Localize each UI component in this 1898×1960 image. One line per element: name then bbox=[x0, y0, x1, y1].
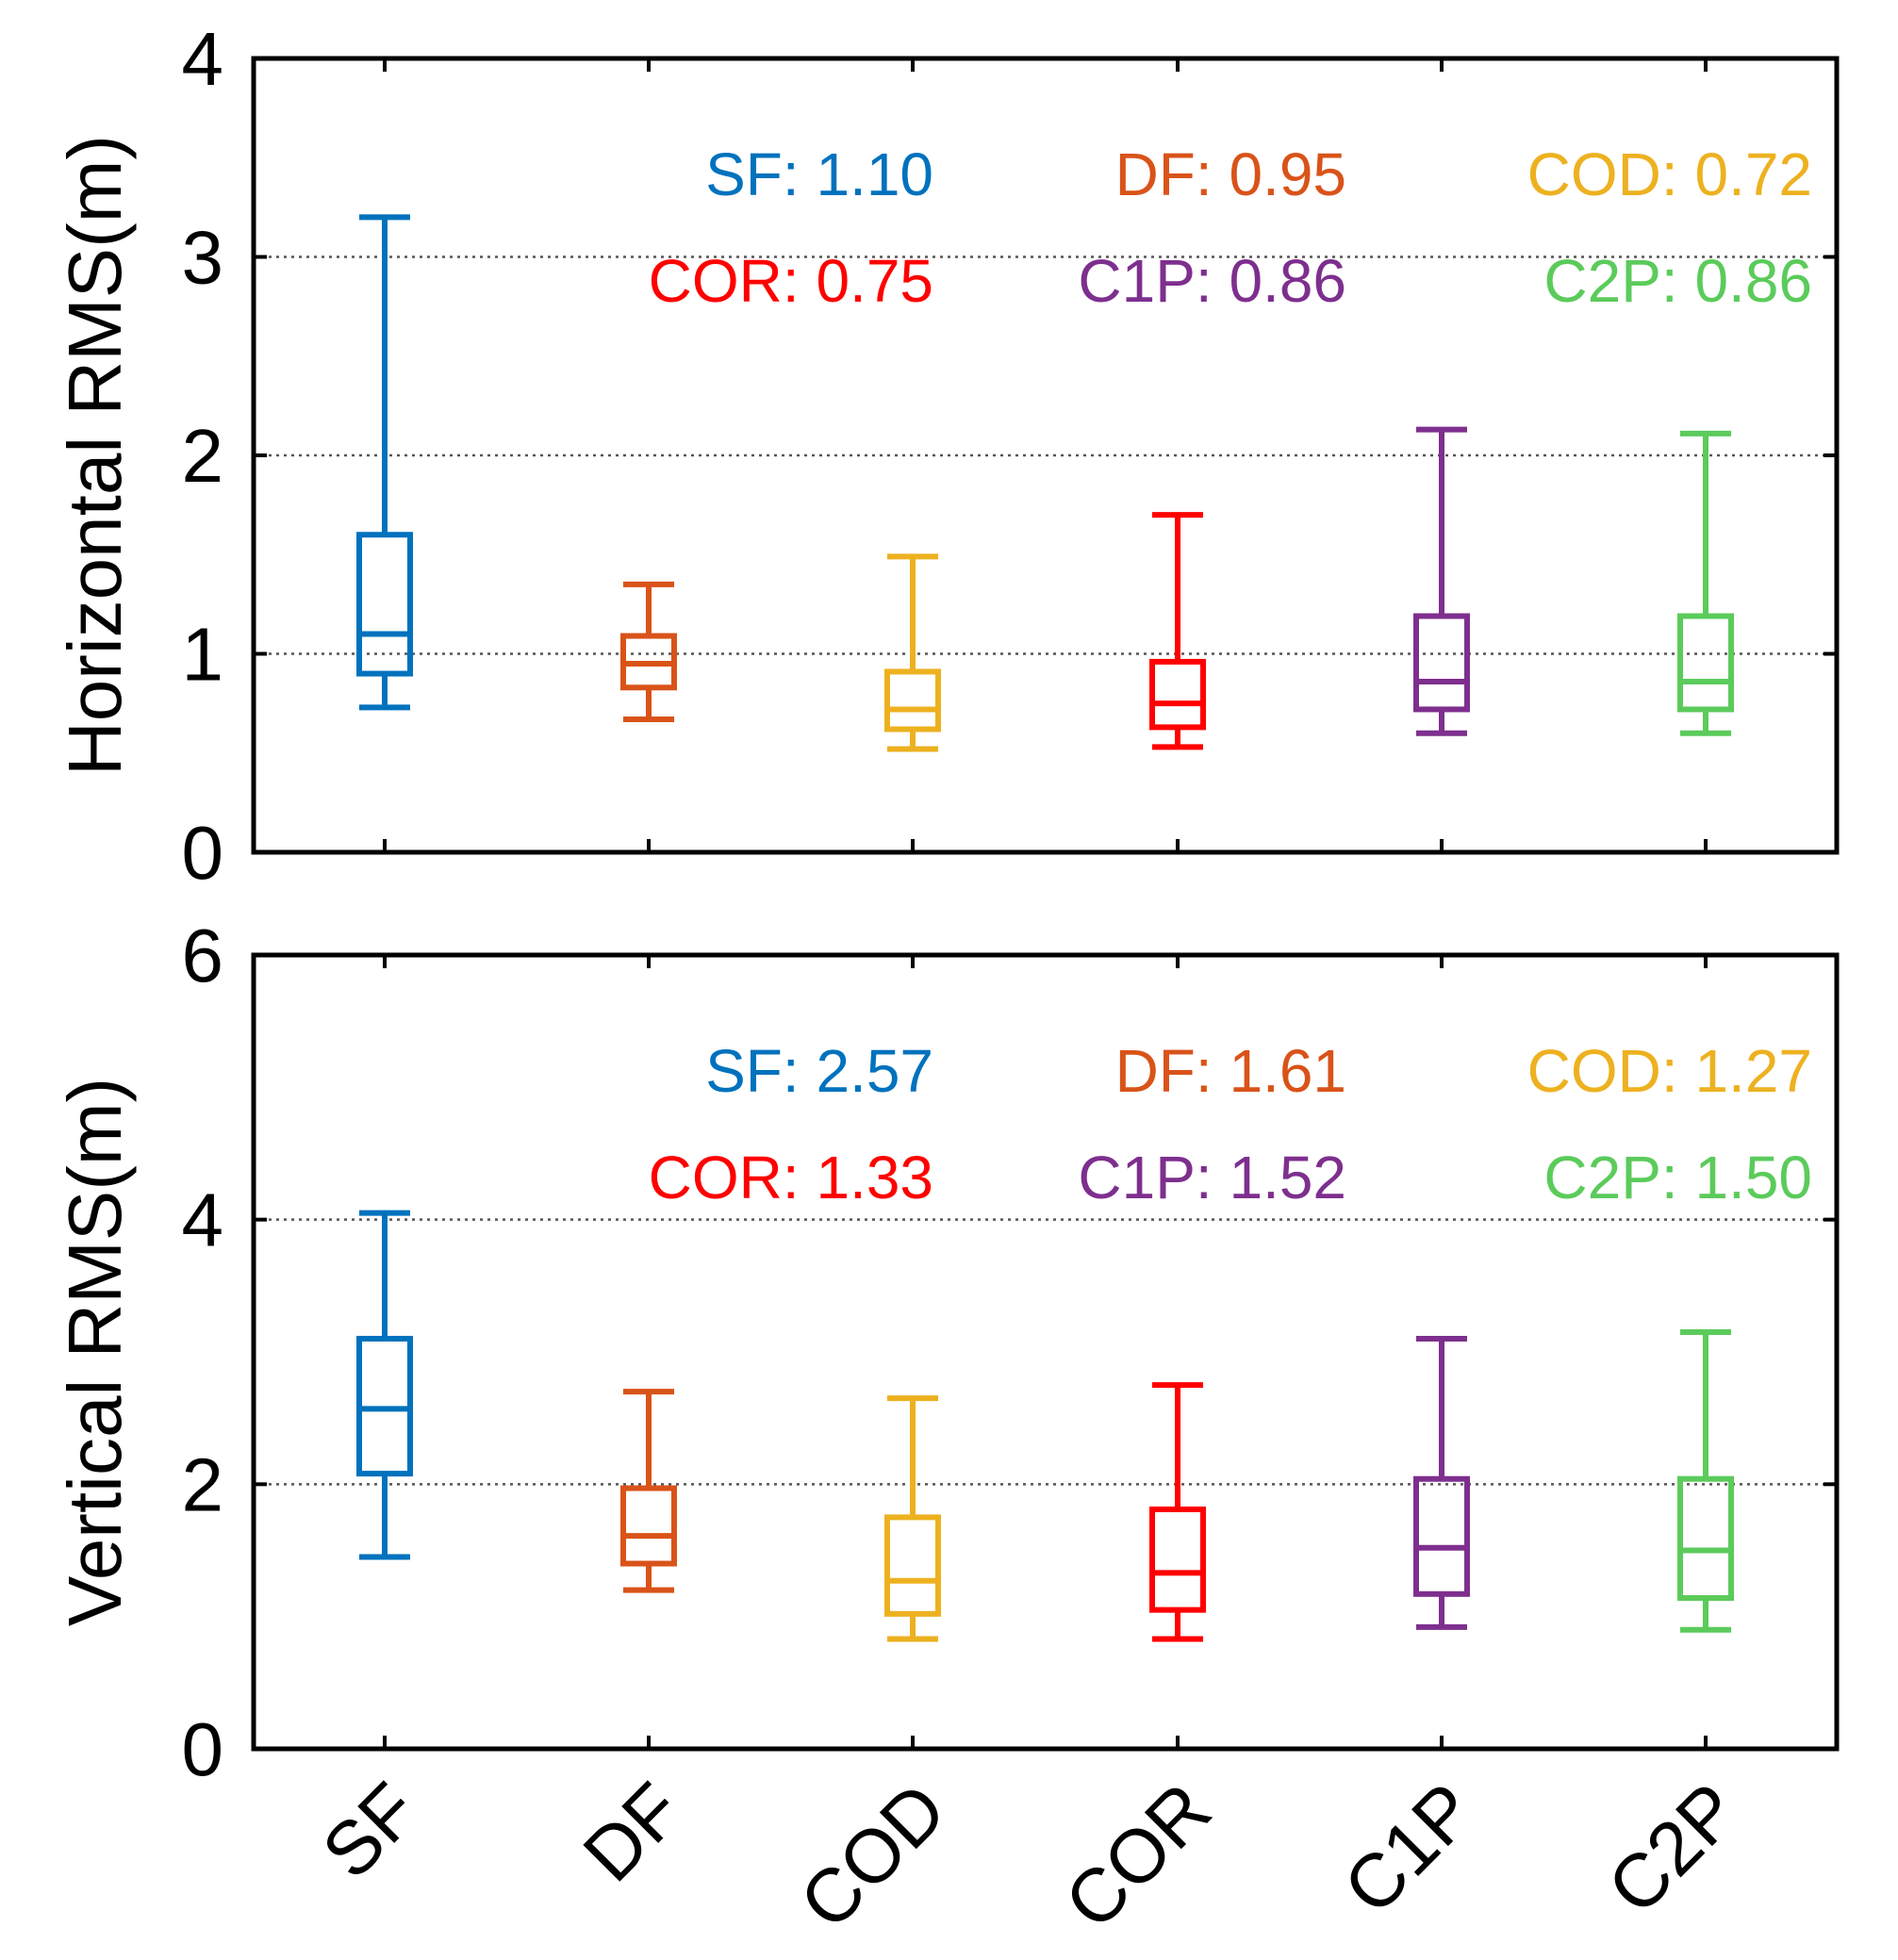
box-cor bbox=[1149, 512, 1206, 750]
annotation-sf: SF: 1.10 bbox=[705, 140, 933, 208]
panel-horizontal: 0 1 2 3 4 Horizontal RMS(m) SF: 1.10 DF: 0.95 CO… bbox=[53, 17, 1840, 895]
box-body bbox=[356, 532, 413, 677]
annotation-sf: SF: 2.57 bbox=[705, 1037, 933, 1105]
y-tick-label: 1 bbox=[182, 613, 224, 697]
box-cod bbox=[884, 1395, 941, 1642]
plot-frame bbox=[251, 952, 1840, 1752]
box-c2p bbox=[1677, 1328, 1734, 1633]
box-df bbox=[620, 1389, 677, 1593]
box-body bbox=[884, 1514, 941, 1617]
x-category-label: COD bbox=[784, 1767, 962, 1945]
box-c1p bbox=[1413, 1335, 1470, 1630]
x-category-label: SF bbox=[306, 1767, 434, 1894]
box-body bbox=[1413, 613, 1470, 713]
annotation-df: DF: 1.61 bbox=[1115, 1037, 1346, 1105]
annotation-c2p: C2P: 1.50 bbox=[1543, 1144, 1812, 1211]
box-cod bbox=[884, 553, 941, 752]
y-tick-label: 0 bbox=[182, 811, 224, 895]
box-c1p bbox=[1413, 426, 1470, 736]
y-tick-label: 2 bbox=[182, 1442, 224, 1526]
annotation-df: DF: 0.95 bbox=[1115, 140, 1346, 208]
box-body bbox=[620, 1485, 677, 1567]
box-body bbox=[884, 668, 941, 733]
annotation-cor: COR: 0.75 bbox=[649, 247, 933, 315]
box-sf bbox=[356, 1210, 413, 1560]
x-category-label: DF bbox=[568, 1767, 698, 1897]
panel-vertical: 0 2 4 6 Vertical RMS(m) SF: 2.57 DF: 1.61 COD: … bbox=[53, 914, 1840, 1945]
box-c2p bbox=[1677, 430, 1734, 736]
box-body bbox=[1149, 1506, 1206, 1613]
annotation-cor: COR: 1.33 bbox=[649, 1144, 933, 1211]
box-body bbox=[1677, 613, 1734, 713]
y-tick-label: 6 bbox=[182, 914, 224, 997]
annotation-c2p: C2P: 0.86 bbox=[1543, 247, 1812, 315]
y-tick-label: 4 bbox=[182, 17, 224, 101]
x-category-label: C2P bbox=[1592, 1767, 1755, 1930]
box-body bbox=[1677, 1475, 1734, 1602]
annotation-c1p: C1P: 1.52 bbox=[1078, 1144, 1346, 1211]
y-axis-title: Vertical RMS(m) bbox=[53, 1078, 137, 1626]
y-axis-title: Horizontal RMS(m) bbox=[53, 135, 137, 776]
box-body bbox=[1413, 1475, 1470, 1597]
y-tick-label: 0 bbox=[182, 1707, 224, 1791]
y-tick-label: 2 bbox=[182, 414, 224, 498]
y-tick-label: 3 bbox=[182, 216, 224, 300]
box-df bbox=[620, 581, 677, 722]
annotation-c1p: C1P: 0.86 bbox=[1078, 247, 1346, 315]
x-category-label: C1P bbox=[1328, 1767, 1491, 1930]
box-cor bbox=[1149, 1382, 1206, 1642]
box-sf bbox=[356, 214, 413, 711]
x-category-label: COR bbox=[1048, 1767, 1227, 1945]
y-tick-label: 4 bbox=[182, 1178, 224, 1262]
annotation-cod: COD: 0.72 bbox=[1527, 140, 1812, 208]
annotation-cod: COD: 1.27 bbox=[1527, 1037, 1812, 1105]
box-body bbox=[1149, 658, 1206, 731]
